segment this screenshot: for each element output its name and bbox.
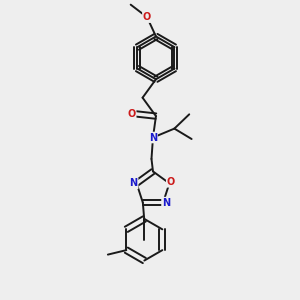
Text: N: N xyxy=(162,198,170,208)
Text: N: N xyxy=(130,178,138,188)
Text: O: O xyxy=(143,12,151,22)
Text: O: O xyxy=(167,177,175,187)
Text: O: O xyxy=(128,109,136,119)
Text: N: N xyxy=(149,133,157,142)
